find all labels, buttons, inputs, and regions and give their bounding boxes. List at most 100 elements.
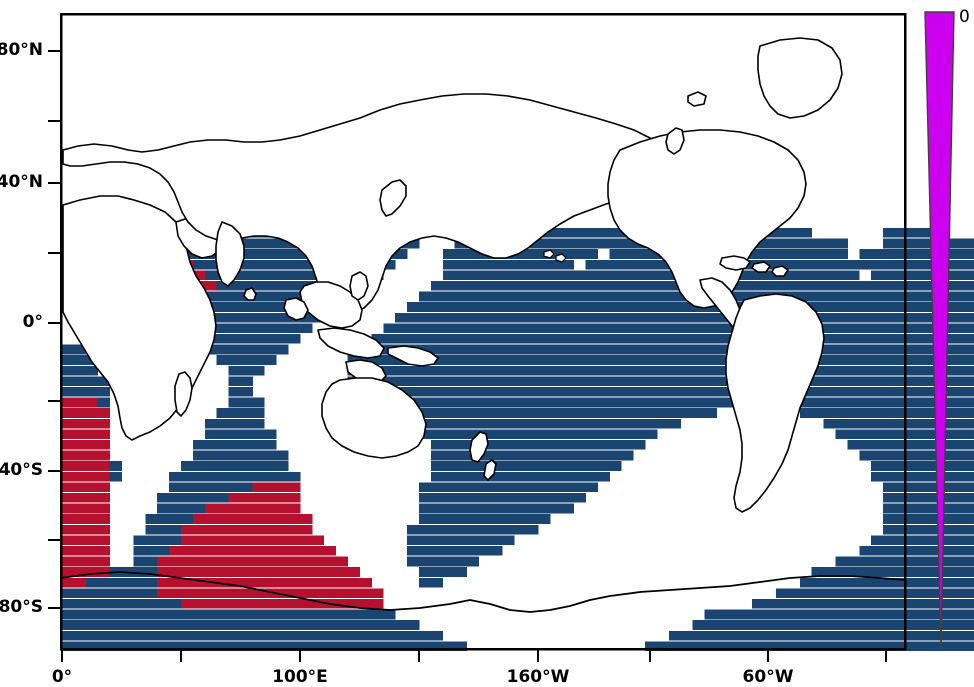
heatmap-cell — [62, 419, 110, 429]
heatmap-cell — [62, 557, 110, 567]
heatmap-cell — [419, 419, 681, 429]
x-tick-label: 0° — [2, 667, 122, 687]
heatmap-cell — [360, 345, 974, 355]
heatmap-cell — [62, 535, 110, 545]
heatmap-cell — [98, 398, 110, 408]
heatmap-cell — [133, 535, 181, 545]
heatmap-cell — [847, 440, 974, 450]
heatmap-cell — [217, 355, 277, 365]
heatmap-cell — [443, 260, 574, 270]
heatmap-cell — [157, 504, 205, 514]
heatmap-cell — [205, 419, 265, 429]
heatmap-cell — [62, 514, 110, 524]
heatmap-cell — [229, 387, 253, 397]
heatmap-cell — [62, 588, 158, 598]
heatmap-cell — [86, 578, 158, 588]
heatmap-cell — [348, 376, 974, 386]
heatmap-cell — [62, 461, 110, 471]
heatmap-cell — [205, 504, 301, 514]
heatmap-cell — [883, 239, 974, 249]
heatmap-cell — [181, 535, 324, 545]
heatmap-cell — [169, 546, 336, 556]
heatmap-cell — [62, 387, 110, 397]
heatmap-cell — [62, 398, 98, 408]
heatmap-cell — [110, 461, 122, 471]
heatmap-cell — [395, 313, 974, 323]
heatmap-cell — [205, 429, 277, 439]
heatmap-cell — [348, 355, 974, 365]
heatmap-cell — [859, 546, 974, 556]
heatmap-cell — [419, 504, 574, 514]
heatmap-cell — [431, 461, 622, 471]
heatmap-cell — [62, 546, 110, 556]
heatmap-cell — [217, 408, 265, 418]
heatmap-cell — [62, 493, 110, 503]
heatmap-cell — [883, 514, 974, 524]
y-tick-label: 80°S — [0, 597, 43, 617]
heatmap-cell — [871, 535, 974, 545]
heatmap-cell — [407, 535, 514, 545]
heatmap-cell — [824, 419, 974, 429]
heatmap-cell — [169, 482, 253, 492]
heatmap-cell — [669, 631, 974, 641]
heatmap-cell — [62, 504, 110, 514]
heatmap-cell — [419, 482, 598, 492]
heatmap-cell — [407, 546, 503, 556]
heatmap-cell — [776, 588, 974, 598]
heatmap-cell — [62, 451, 110, 461]
heatmap-cell — [383, 323, 974, 333]
heatmap-cell — [157, 493, 229, 503]
x-tick-label: 60°W — [708, 667, 828, 687]
heatmap-cell — [371, 334, 974, 344]
heatmap-cell — [431, 472, 610, 482]
heatmap-cell — [348, 366, 974, 376]
heatmap-cell — [419, 578, 443, 588]
heatmap-cell — [181, 461, 289, 471]
heatmap-cell — [62, 472, 110, 482]
heatmap-cell — [133, 546, 169, 556]
heatmap-cell — [229, 376, 253, 386]
heatmap-cell — [859, 451, 974, 461]
heatmap-cell — [193, 440, 277, 450]
heatmap-cell — [62, 376, 110, 386]
heatmap-cell — [883, 493, 974, 503]
heatmap-cell — [62, 525, 110, 535]
heatmap-cell — [62, 440, 110, 450]
heatmap-cell — [871, 461, 974, 471]
heatmap-cell — [62, 429, 110, 439]
heatmap-cell — [157, 567, 360, 577]
heatmap-cell — [883, 504, 974, 514]
x-tick-label: 160°W — [478, 667, 598, 687]
heatmap-cell — [62, 631, 443, 641]
heatmap-cell — [181, 525, 312, 535]
heatmap-cell — [62, 610, 396, 620]
heatmap-cell — [419, 429, 657, 439]
heatmap-cell — [229, 366, 265, 376]
heatmap-cell — [883, 525, 974, 535]
heatmap-cell — [62, 408, 110, 418]
heatmap-cell — [360, 387, 974, 397]
heatmap-cell — [859, 249, 974, 259]
heatmap-cell — [693, 620, 974, 630]
heatmap-cell — [383, 398, 974, 408]
heatmap-cell — [62, 599, 181, 609]
y-tick-label: 80°N — [0, 40, 43, 60]
heatmap-cell — [157, 588, 384, 598]
x-tick-label: 100°E — [240, 667, 360, 687]
heatmap-cell — [62, 620, 419, 630]
heatmap-cell — [419, 514, 550, 524]
heatmap-cell — [229, 493, 301, 503]
heatmap-cell — [193, 514, 312, 524]
heatmap-cell — [252, 482, 300, 492]
heatmap-cell — [431, 451, 634, 461]
heatmap-cell — [205, 345, 289, 355]
heatmap-cell — [431, 440, 646, 450]
heatmap-cell — [145, 514, 193, 524]
heatmap-cell — [419, 493, 586, 503]
y-tick-label: 0° — [23, 312, 43, 332]
heatmap-cell — [169, 472, 300, 482]
heatmap-cell — [145, 525, 181, 535]
y-tick-label: 40°N — [0, 172, 43, 192]
heatmap-cell — [800, 408, 974, 418]
